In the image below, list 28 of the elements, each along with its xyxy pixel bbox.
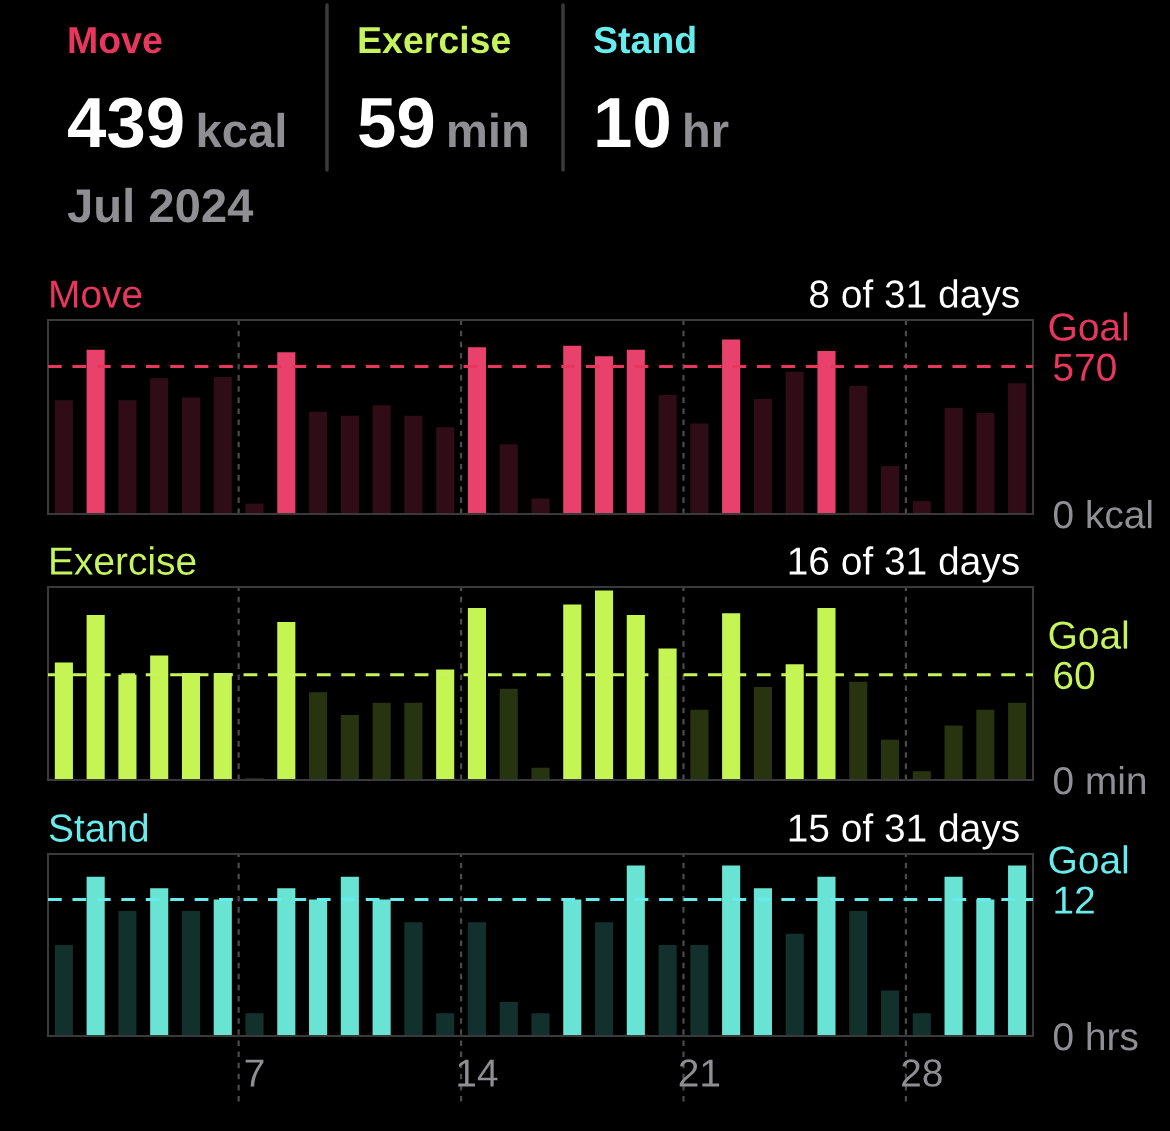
chart-title: Stand: [49, 813, 148, 842]
x-tick-label: 7: [245, 1059, 264, 1087]
x-tick-label: 21: [679, 1059, 720, 1087]
text: 10: [597, 97, 669, 148]
text: Move: [69, 27, 162, 54]
text: Exercise: [359, 25, 511, 54]
x-tick-label: 28: [902, 1059, 942, 1087]
y-tick-label: 12: [1055, 886, 1094, 914]
x-tick-label: 14: [458, 1059, 498, 1087]
text: 15 of 31 days: [789, 813, 1019, 850]
ref-line-label: Goal: [1049, 845, 1128, 874]
text: 16 of 31 days: [789, 546, 1019, 583]
text: min: [448, 112, 527, 147]
text: Stand: [594, 25, 695, 54]
y-tick-label: 0 min: [1053, 765, 1146, 795]
ref-line-label: Goal: [1049, 312, 1128, 341]
text: Jul 2024: [67, 187, 254, 223]
text: 439: [68, 97, 183, 148]
text: 59: [359, 97, 434, 148]
text: kcal: [198, 112, 285, 148]
chart-title: Exercise: [51, 546, 196, 575]
y-tick-label: 570: [1054, 353, 1116, 382]
y-tick-label: 0 hrs: [1053, 1021, 1138, 1051]
ref-line-label: Goal: [1049, 620, 1128, 649]
text: 8 of 31 days: [810, 279, 1019, 316]
y-tick-label: 60: [1054, 661, 1095, 690]
text: hr: [685, 112, 729, 147]
chart-title: Move: [51, 280, 142, 308]
